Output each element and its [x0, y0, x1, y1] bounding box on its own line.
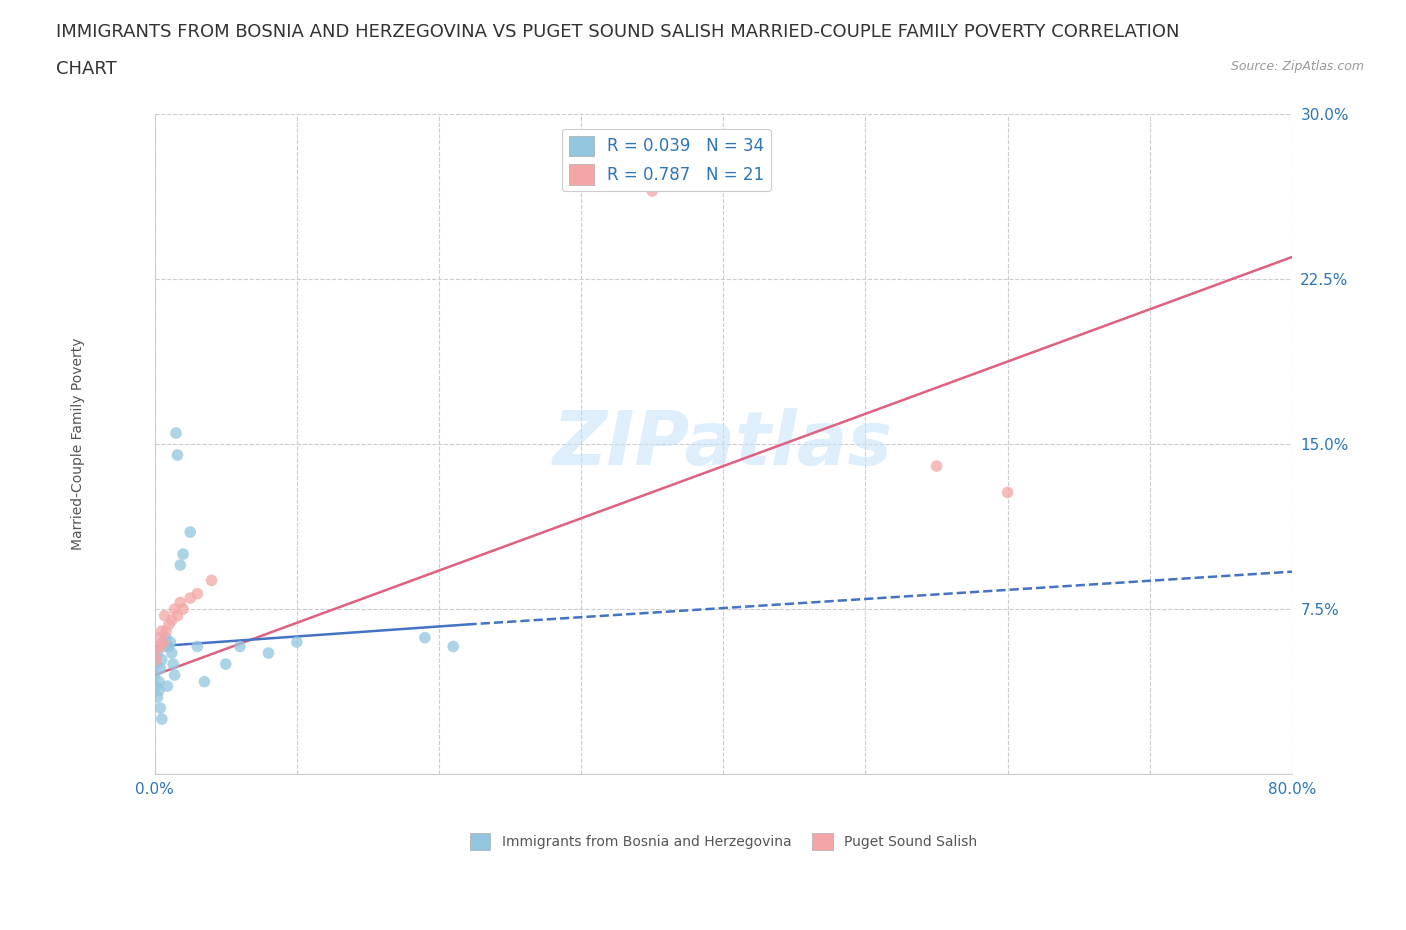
Point — [148, 631, 170, 645]
Point — [145, 657, 167, 671]
Text: Source: ZipAtlas.com: Source: ZipAtlas.com — [1230, 60, 1364, 73]
Point — [157, 617, 180, 631]
Text: ZIPatlas: ZIPatlas — [554, 407, 893, 481]
Point — [997, 485, 1019, 500]
Point — [145, 679, 167, 694]
Point — [149, 639, 172, 654]
Point — [146, 639, 169, 654]
Point — [152, 634, 174, 649]
Point — [152, 634, 174, 649]
Point — [215, 657, 238, 671]
Point — [413, 631, 436, 645]
Point — [163, 668, 186, 683]
Point — [155, 631, 177, 645]
Point — [145, 652, 167, 667]
Text: CHART: CHART — [56, 60, 117, 78]
Point — [285, 634, 308, 649]
Point — [153, 639, 176, 654]
Point — [149, 661, 172, 676]
Point — [229, 639, 252, 654]
Point — [143, 668, 166, 683]
Point — [179, 525, 201, 539]
Point — [155, 624, 177, 639]
Point — [193, 674, 215, 689]
Point — [148, 683, 170, 698]
Point — [169, 558, 191, 573]
Point — [172, 602, 194, 617]
Point — [160, 645, 183, 660]
Point — [166, 608, 188, 623]
Point — [143, 645, 166, 660]
Point — [159, 634, 181, 649]
Point — [150, 624, 173, 639]
Point — [179, 591, 201, 605]
Point — [163, 602, 186, 617]
Point — [153, 608, 176, 623]
Point — [157, 639, 180, 654]
Point — [160, 613, 183, 628]
Point — [441, 639, 464, 654]
Legend: Immigrants from Bosnia and Herzegovina, Puget Sound Salish: Immigrants from Bosnia and Herzegovina, … — [464, 827, 983, 856]
Point — [166, 447, 188, 462]
Point — [186, 586, 208, 601]
Point — [641, 183, 664, 198]
Point — [172, 547, 194, 562]
Point — [925, 458, 948, 473]
Point — [257, 645, 280, 660]
Point — [156, 679, 179, 694]
Point — [143, 645, 166, 660]
Point — [148, 674, 170, 689]
Point — [150, 711, 173, 726]
Point — [169, 595, 191, 610]
Text: IMMIGRANTS FROM BOSNIA AND HERZEGOVINA VS PUGET SOUND SALISH MARRIED-COUPLE FAMI: IMMIGRANTS FROM BOSNIA AND HERZEGOVINA V… — [56, 23, 1180, 41]
Point — [186, 639, 208, 654]
Point — [146, 645, 169, 660]
Point — [146, 690, 169, 705]
Point — [165, 426, 187, 441]
Point — [149, 700, 172, 715]
Point — [150, 652, 173, 667]
Y-axis label: Married-Couple Family Poverty: Married-Couple Family Poverty — [72, 338, 86, 551]
Point — [200, 573, 222, 588]
Point — [162, 657, 184, 671]
